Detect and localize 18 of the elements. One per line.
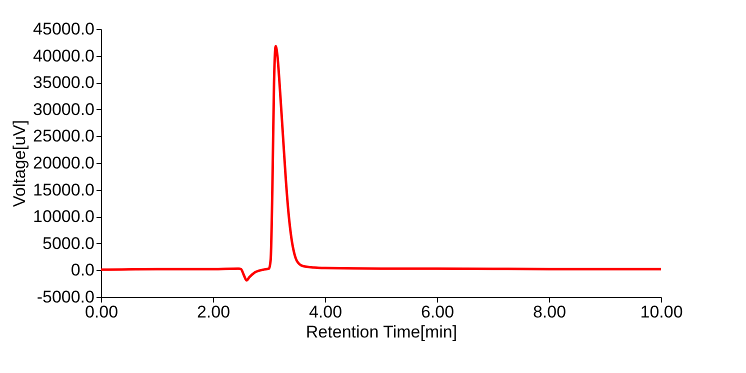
y-tick-label: 10000.0 — [33, 207, 94, 226]
y-axis-title: Voltage[uV] — [10, 120, 30, 207]
y-tick-label: 5000.0 — [42, 234, 94, 253]
line-series — [100, 44, 662, 282]
y-tick-label: 25000.0 — [33, 126, 94, 146]
x-tick-label: 8.00 — [532, 302, 566, 322]
x-tick-label: 4.00 — [308, 302, 342, 322]
y-tick-label: 15000.0 — [33, 180, 94, 200]
y-tick-label: 35000.0 — [33, 73, 94, 92]
x-axis-title: Retention Time[min] — [306, 322, 458, 342]
y-tick-label: 40000.0 — [33, 46, 94, 66]
y-tick-label: 0.0 — [70, 260, 94, 280]
y-tick-label: 30000.0 — [33, 100, 94, 119]
x-tick-label: 10.00 — [640, 302, 683, 322]
y-tick-label: 20000.0 — [33, 154, 94, 172]
x-tick-label: 2.00 — [196, 302, 230, 322]
y-tick-label: 45000.0 — [33, 20, 94, 38]
x-tick-label: 6.00 — [420, 302, 454, 322]
